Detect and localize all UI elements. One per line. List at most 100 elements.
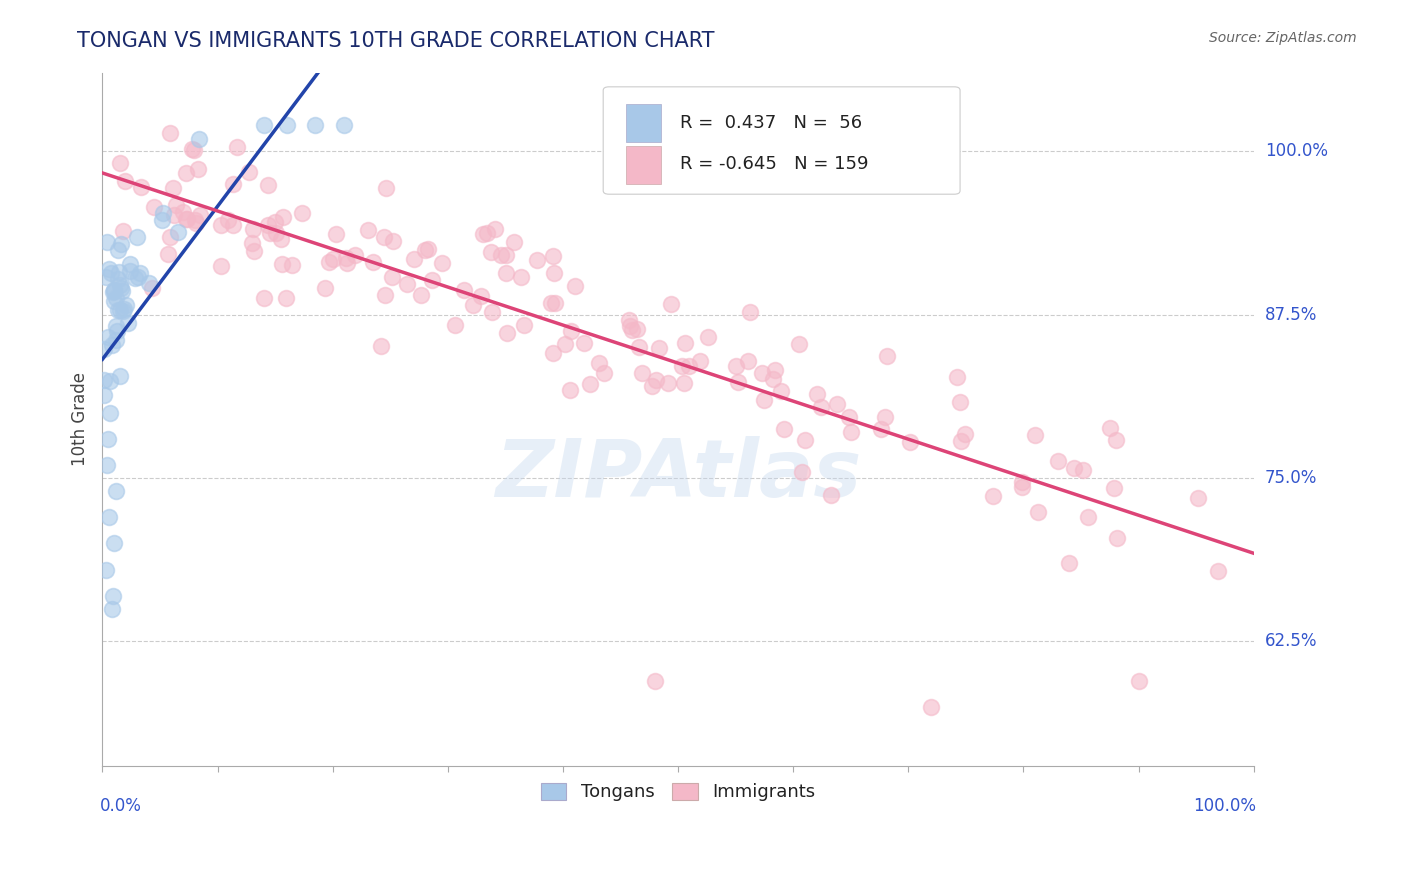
Point [274, 291, 297, 305]
Text: 87.5%: 87.5% [1265, 306, 1317, 324]
Point [97, 432, 120, 446]
Point [103, 284, 125, 298]
Point [631, 366, 654, 380]
Point [920, 699, 942, 714]
Point [810, 401, 832, 415]
Point [172, 205, 194, 219]
Point [176, 211, 198, 226]
Point [1077, 510, 1099, 524]
Point [558, 383, 581, 397]
Point [242, 222, 264, 236]
Point [221, 177, 243, 191]
Point [671, 359, 693, 373]
Text: 100.0%: 100.0% [1192, 797, 1256, 814]
Point [110, 236, 132, 251]
Point [188, 208, 211, 222]
Point [825, 396, 848, 410]
Point [375, 181, 398, 195]
Point [689, 353, 711, 368]
Point [503, 235, 526, 249]
Point [318, 255, 340, 269]
Point [209, 260, 232, 274]
Point [111, 303, 134, 318]
Point [163, 208, 186, 222]
Point [184, 213, 207, 227]
Point [264, 226, 287, 240]
Point [314, 280, 336, 294]
Point [727, 375, 749, 389]
Point [495, 326, 517, 340]
Point [281, 258, 304, 272]
Point [541, 249, 564, 263]
Point [381, 270, 404, 285]
Point [513, 318, 536, 333]
Point [222, 218, 245, 232]
Point [839, 425, 862, 440]
Point [981, 489, 1004, 503]
Point [188, 132, 211, 146]
Point [876, 349, 898, 363]
Point [1047, 454, 1070, 468]
Point [94, 563, 117, 577]
Point [1059, 556, 1081, 570]
Point [238, 164, 260, 178]
Point [101, 589, 124, 603]
Point [103, 536, 125, 550]
Point [619, 319, 641, 334]
Point [475, 227, 498, 241]
Point [100, 602, 122, 616]
Point [128, 266, 150, 280]
Point [93, 342, 115, 356]
Point [125, 230, 148, 244]
Point [304, 118, 326, 132]
Point [107, 243, 129, 257]
Point [806, 387, 828, 401]
Point [484, 222, 506, 236]
Point [1011, 480, 1033, 494]
Point [626, 322, 648, 336]
FancyBboxPatch shape [603, 87, 960, 194]
Point [1073, 463, 1095, 477]
Point [167, 225, 190, 239]
Point [737, 353, 759, 368]
Point [174, 165, 197, 179]
Point [141, 281, 163, 295]
Point [335, 251, 357, 265]
Point [648, 341, 671, 355]
Point [838, 409, 860, 424]
Point [225, 140, 247, 154]
Point [93, 388, 115, 402]
Point [103, 285, 125, 299]
Point [181, 142, 204, 156]
Point [105, 484, 128, 499]
Point [621, 323, 644, 337]
Point [396, 277, 419, 291]
Point [96, 458, 118, 472]
Point [659, 297, 682, 311]
FancyBboxPatch shape [626, 104, 661, 142]
Point [543, 345, 565, 359]
Point [253, 291, 276, 305]
Point [107, 272, 129, 286]
Point [183, 143, 205, 157]
Point [344, 248, 367, 262]
Point [291, 205, 314, 219]
Point [264, 215, 287, 229]
Point [174, 212, 197, 227]
Point [481, 305, 503, 319]
Point [105, 318, 128, 333]
Point [945, 369, 967, 384]
Point [898, 435, 921, 450]
Point [271, 210, 294, 224]
Point [657, 376, 679, 391]
Point [373, 229, 395, 244]
Point [381, 234, 404, 248]
Point [409, 288, 432, 302]
Point [257, 178, 280, 193]
Point [98, 510, 121, 524]
Point [479, 245, 502, 260]
FancyBboxPatch shape [626, 145, 661, 184]
Point [495, 266, 517, 280]
Point [543, 266, 565, 280]
Point [374, 287, 396, 301]
